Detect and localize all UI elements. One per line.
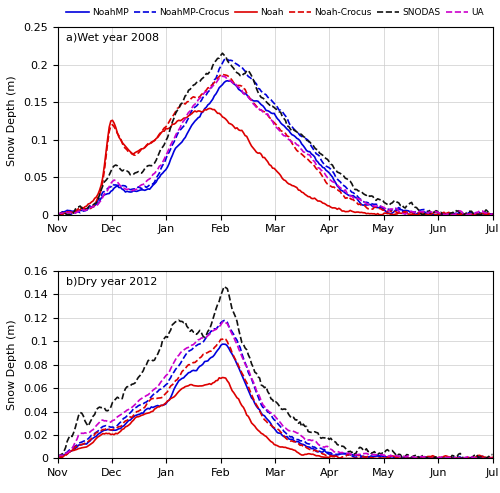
Legend: NoahMP, NoahMP-Crocus, Noah, Noah-Crocus, SNODAS, UA: NoahMP, NoahMP-Crocus, Noah, Noah-Crocus… bbox=[63, 4, 487, 21]
Y-axis label: Snow Depth (m): Snow Depth (m) bbox=[8, 319, 18, 410]
Text: a)Wet year 2008: a)Wet year 2008 bbox=[66, 33, 160, 43]
Y-axis label: Snow Depth (m): Snow Depth (m) bbox=[8, 75, 18, 166]
Text: b)Dry year 2012: b)Dry year 2012 bbox=[66, 277, 158, 286]
